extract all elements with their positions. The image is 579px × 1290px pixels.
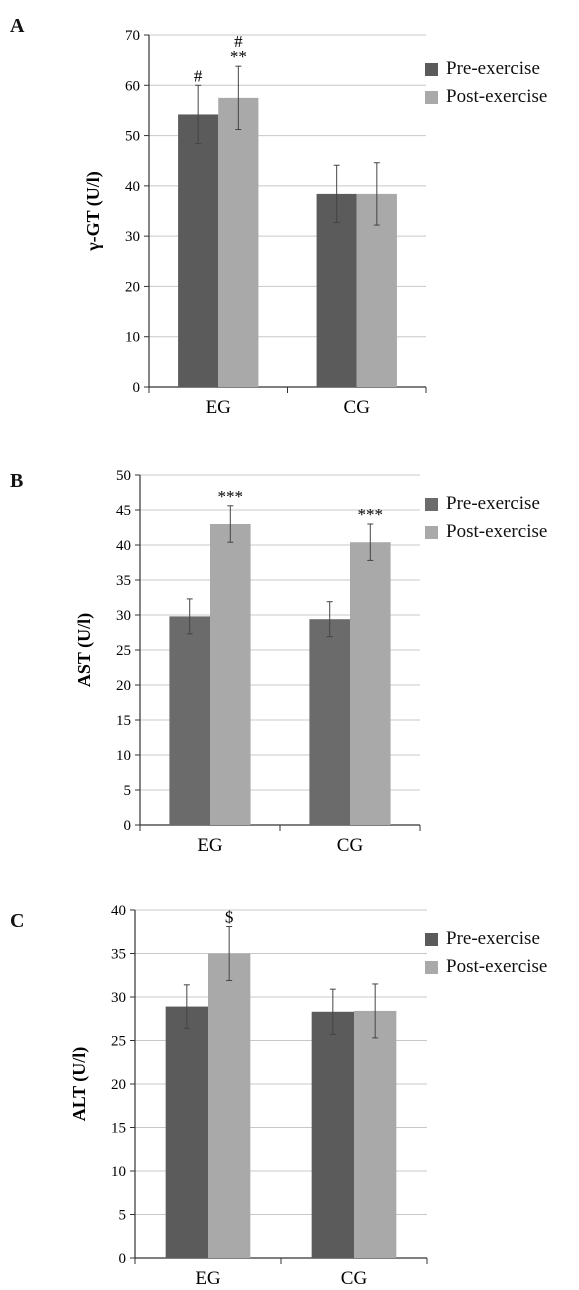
- bar: [208, 953, 251, 1258]
- significance-marker: ***: [218, 487, 244, 506]
- bar: [178, 114, 219, 388]
- x-tick-label: EG: [206, 397, 232, 418]
- bar: [316, 193, 357, 387]
- y-tick-label: 40: [111, 903, 126, 919]
- legend-item-post: Post-exercise: [425, 83, 547, 111]
- y-tick-label: 10: [125, 330, 140, 346]
- y-tick-label: 35: [116, 573, 131, 589]
- x-tick-label: CG: [337, 835, 364, 856]
- legend-swatch-post: [425, 525, 438, 539]
- x-tick-label: CG: [341, 1268, 368, 1289]
- significance-marker: $: [225, 908, 234, 927]
- y-axis-label: γ-GT (U/l): [83, 171, 104, 252]
- significance-marker: ***: [358, 505, 384, 524]
- y-tick-label: 60: [125, 78, 140, 94]
- legend-item-pre: Pre-exercise: [425, 55, 547, 83]
- y-tick-label: 10: [116, 748, 131, 764]
- legend-swatch-post: [425, 960, 438, 974]
- y-tick-label: 30: [111, 990, 126, 1006]
- y-tick-label: 5: [124, 783, 132, 799]
- y-tick-label: 35: [111, 947, 126, 963]
- panel-letter: B: [10, 470, 24, 492]
- panel-letter: C: [10, 910, 25, 932]
- legend-label-post: Post-exercise: [446, 86, 548, 107]
- y-tick-label: 40: [125, 179, 140, 195]
- significance-marker: #: [234, 32, 243, 51]
- bar: [350, 542, 391, 825]
- chart-b: 0 5 10 15 20 25 30 35 40 45 50 AST (U/l) EG CG *** ***: [74, 468, 421, 856]
- legend-b: Pre-exercise Post-exercise: [425, 490, 547, 546]
- legend-swatch-pre: [425, 497, 438, 511]
- y-tick-label: 30: [116, 608, 131, 624]
- legend-swatch-post: [425, 90, 438, 104]
- y-tick-label: 70: [125, 28, 140, 44]
- legend-swatch-pre: [425, 62, 438, 76]
- legend-label-pre: Pre-exercise: [446, 493, 540, 514]
- y-tick-label: 20: [125, 279, 140, 295]
- y-tick-label: 0: [119, 1251, 127, 1267]
- y-tick-label: 5: [119, 1208, 127, 1224]
- y-tick-label: 15: [116, 713, 131, 729]
- panel-b: B 0 5 10 15 20 25 30 35 40 45 50 AST (U/l) EG CG *** **…: [0, 440, 579, 870]
- panel-c: C 0 5 10 15 20 25 30 35 40 ALT (U/l) EG CG $ Pre-exe…: [0, 875, 579, 1290]
- y-tick-label: 15: [111, 1121, 126, 1137]
- legend-item-pre: Pre-exercise: [425, 490, 547, 518]
- legend-label-pre: Pre-exercise: [446, 58, 540, 79]
- legend-item-pre: Pre-exercise: [425, 925, 547, 953]
- y-tick-label: 30: [125, 229, 140, 245]
- y-tick-label: 0: [124, 818, 132, 834]
- bar: [169, 616, 210, 825]
- bar: [354, 1010, 397, 1258]
- y-tick-label: 50: [125, 129, 140, 145]
- bar: [311, 1011, 354, 1258]
- legend-label-pre: Pre-exercise: [446, 928, 540, 949]
- y-tick-label: 20: [116, 678, 131, 694]
- panel-a: A 0 10 20 30 40 50 60 70 γ-GT (U/l) EG CG # # ** Pre-…: [0, 0, 579, 430]
- legend-item-post: Post-exercise: [425, 953, 547, 981]
- bar: [218, 97, 259, 387]
- legend-label-post: Post-exercise: [446, 521, 548, 542]
- legend-item-post: Post-exercise: [425, 518, 547, 546]
- chart-c: 0 5 10 15 20 25 30 35 40 ALT (U/l) EG CG $: [69, 903, 428, 1289]
- bar: [356, 193, 397, 387]
- legend-a: Pre-exercise Post-exercise: [425, 55, 547, 111]
- panel-letter: A: [10, 15, 25, 37]
- y-tick-label: 40: [116, 538, 131, 554]
- x-tick-label: CG: [344, 397, 371, 418]
- y-tick-label: 25: [111, 1034, 126, 1050]
- y-tick-label: 45: [116, 503, 131, 519]
- x-tick-label: EG: [197, 835, 223, 856]
- y-tick-label: 50: [116, 468, 131, 484]
- x-tick-label: EG: [195, 1268, 221, 1289]
- y-axis-label: ALT (U/l): [69, 1047, 90, 1122]
- bar: [165, 1006, 208, 1258]
- y-tick-label: 20: [111, 1077, 126, 1093]
- bar: [309, 619, 350, 825]
- y-axis-label: AST (U/l): [74, 613, 95, 687]
- y-tick-label: 25: [116, 643, 131, 659]
- legend-c: Pre-exercise Post-exercise: [425, 925, 547, 981]
- y-tick-label: 10: [111, 1164, 126, 1180]
- significance-marker: **: [230, 47, 247, 66]
- legend-swatch-pre: [425, 932, 438, 946]
- y-tick-label: 0: [133, 380, 141, 396]
- significance-marker: #: [194, 66, 203, 85]
- bar: [210, 524, 251, 825]
- legend-label-post: Post-exercise: [446, 956, 548, 977]
